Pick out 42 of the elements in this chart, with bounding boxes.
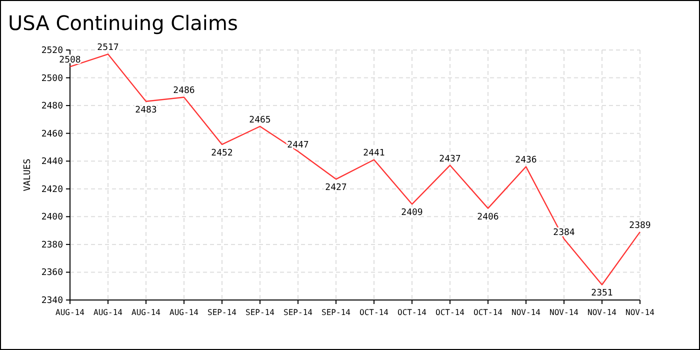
y-tick-label: 2500 — [41, 74, 63, 84]
chart-title: USA Continuing Claims — [8, 11, 238, 35]
x-tick-label: OCT-14 — [360, 308, 389, 317]
x-tick-label: AUG-14 — [56, 308, 85, 317]
x-tick-label: OCT-14 — [436, 308, 465, 317]
x-tick-label: NOV-14 — [550, 308, 579, 317]
y-tick-label: 2380 — [41, 240, 63, 250]
data-label: 2465 — [249, 115, 271, 126]
x-tick-label: AUG-14 — [132, 308, 161, 317]
data-label: 2351 — [591, 288, 613, 299]
y-tick-label: 2480 — [41, 102, 63, 112]
x-tick-label: NOV-14 — [512, 308, 541, 317]
x-tick-label: OCT-14 — [398, 308, 427, 317]
y-tick-label: 2460 — [41, 129, 63, 140]
y-axis-title: VALUES — [23, 158, 33, 192]
data-label: 2517 — [97, 43, 119, 54]
y-tick-label: 2440 — [41, 157, 63, 168]
data-label: 2409 — [401, 208, 423, 218]
x-tick-label: SEP-14 — [284, 308, 313, 317]
data-label: 2437 — [439, 154, 461, 164]
data-label: 2406 — [477, 212, 499, 222]
y-tick-label: 2340 — [41, 296, 63, 306]
x-tick-label: SEP-14 — [208, 308, 237, 317]
x-tick-label: AUG-14 — [94, 308, 123, 317]
data-label: 2452 — [211, 148, 233, 158]
x-tick-label: AUG-14 — [170, 308, 199, 317]
y-tick-label: 2520 — [41, 46, 63, 56]
data-label: 2427 — [325, 183, 347, 194]
x-tick-label: SEP-14 — [246, 308, 275, 317]
data-label: 2447 — [287, 140, 309, 150]
data-label: 2441 — [363, 148, 385, 159]
y-tick-label: 2420 — [41, 184, 63, 195]
data-label: 2486 — [173, 86, 195, 96]
data-label: 2389 — [629, 220, 651, 231]
data-label: 2483 — [135, 105, 157, 116]
x-tick-label: OCT-14 — [474, 308, 503, 317]
y-tick-label: 2360 — [41, 268, 63, 278]
x-tick-label: SEP-14 — [322, 308, 351, 317]
x-tick-label: NOV-14 — [588, 308, 617, 317]
data-label: 2436 — [515, 156, 537, 166]
x-tick-label: NOV-14 — [626, 308, 655, 317]
y-tick-label: 2400 — [41, 212, 63, 223]
